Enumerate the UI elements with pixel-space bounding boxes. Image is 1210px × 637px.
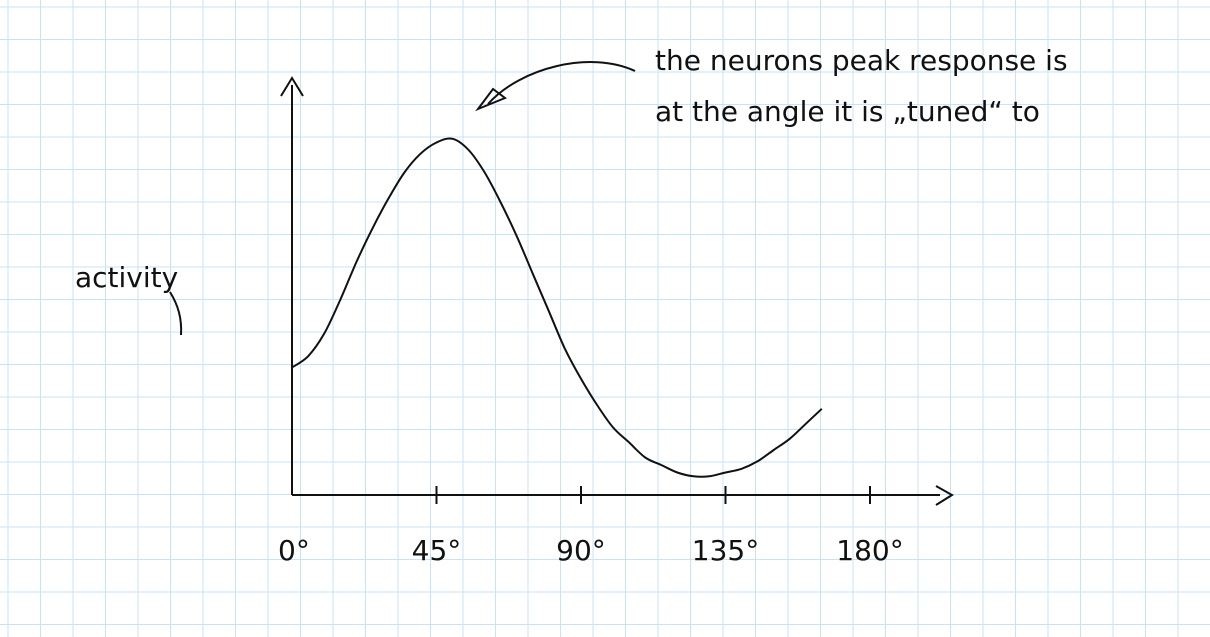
annotation-arrowhead-icon [475, 87, 508, 112]
y-axis-arrow-icon [280, 76, 304, 97]
x-tick-label: 135° [692, 534, 759, 567]
tuning-curve-line [291, 137, 823, 478]
y-axis-label: activity [75, 261, 178, 294]
x-tick-label: 180° [836, 534, 903, 567]
annotation-line-2: at the angle it is „tuned“ to [655, 95, 1040, 128]
x-tick-labels: 0° 45° 90° 135° 180° [278, 534, 904, 567]
annotation-arrow-shaft [487, 61, 636, 105]
x-tick-label: 90° [556, 534, 606, 567]
x-tick-label: 45° [412, 534, 462, 567]
annotation-line-1: the neurons peak response is [655, 44, 1068, 77]
x-ticks [435, 486, 871, 504]
ylabel-flourish [169, 291, 183, 336]
x-axis-arrow-icon [935, 485, 954, 506]
x-tick-label: 0° [278, 534, 310, 567]
